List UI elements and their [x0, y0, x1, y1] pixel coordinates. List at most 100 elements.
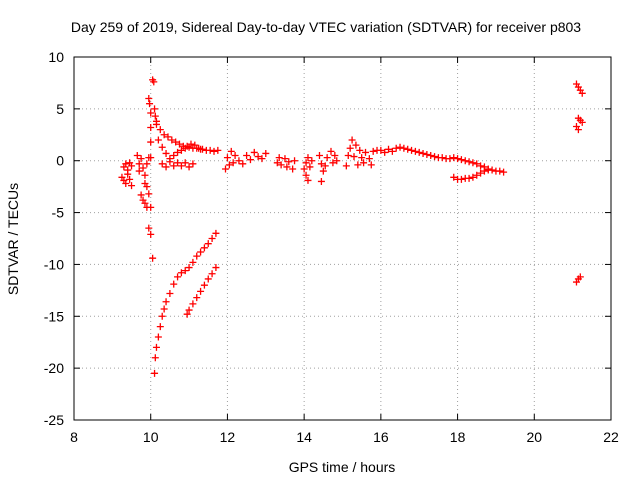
data-point-plus: [174, 148, 182, 156]
data-point-plus: [333, 157, 341, 165]
data-point-plus: [197, 145, 205, 153]
data-marks: [118, 76, 586, 377]
series-cluster-9.7: [133, 152, 153, 179]
data-point-plus: [197, 287, 205, 295]
data-point-plus: [147, 154, 155, 162]
data-point-plus: [348, 136, 356, 144]
data-point-plus: [145, 190, 153, 198]
data-point-plus: [289, 165, 297, 173]
data-point-plus: [158, 312, 166, 320]
data-point-plus: [317, 177, 325, 185]
data-point-plus: [358, 154, 366, 162]
data-point-plus: [404, 145, 412, 153]
x-tick-label: 8: [70, 429, 78, 445]
data-point-plus: [151, 105, 159, 113]
data-point-plus: [158, 160, 166, 168]
data-point-plus: [291, 157, 299, 165]
data-point-plus: [243, 152, 251, 160]
data-point-plus: [149, 254, 157, 262]
y-tick-label: -5: [52, 205, 65, 221]
series-lower-tail: [450, 166, 492, 183]
data-point-plus: [323, 154, 331, 162]
data-point-plus: [231, 152, 239, 160]
data-point-plus: [427, 152, 435, 160]
data-point-plus: [193, 252, 201, 260]
data-point-plus: [137, 155, 145, 163]
data-point-plus: [177, 146, 185, 154]
data-point-plus: [431, 153, 439, 161]
data-point-plus: [185, 306, 193, 314]
data-point-plus: [346, 144, 354, 152]
data-point-plus: [208, 235, 216, 242]
series-spike-10: [145, 76, 160, 162]
data-point-plus: [315, 152, 323, 160]
data-point-plus: [174, 273, 182, 281]
data-point-plus: [212, 229, 220, 237]
data-point-plus: [304, 176, 312, 184]
data-point-plus: [367, 161, 375, 169]
data-point-plus: [177, 269, 185, 277]
data-point-plus: [408, 146, 416, 154]
x-tick-label: 14: [296, 429, 312, 445]
y-tick-label: 5: [56, 101, 64, 117]
data-point-plus: [438, 154, 446, 162]
data-point-plus: [189, 160, 197, 168]
data-point-plus: [574, 126, 582, 134]
data-point-plus: [181, 267, 189, 275]
data-point-plus: [229, 159, 237, 167]
data-point-plus: [369, 147, 377, 155]
data-point-plus: [319, 167, 327, 175]
data-point-plus: [204, 240, 212, 248]
data-point-plus: [172, 138, 180, 146]
data-point-plus: [239, 160, 247, 168]
data-point-plus: [181, 144, 189, 152]
data-point-plus: [300, 165, 308, 173]
data-point-plus: [327, 147, 335, 155]
data-point-plus: [158, 143, 166, 151]
data-point-plus: [308, 157, 316, 165]
data-point-plus: [484, 166, 492, 174]
data-point-plus: [193, 294, 201, 302]
data-point-plus: [461, 157, 469, 165]
data-point-plus: [344, 152, 352, 160]
data-point-plus: [354, 161, 362, 169]
data-point-plus: [170, 162, 178, 170]
grid-layer: [74, 57, 611, 420]
series-band-14.5: [315, 147, 341, 185]
data-point-plus: [185, 163, 193, 171]
data-point-plus: [174, 159, 182, 167]
data-point-plus: [164, 133, 172, 141]
data-point-plus: [208, 270, 216, 278]
data-point-plus: [170, 152, 178, 160]
data-point-plus: [465, 174, 473, 182]
data-point-plus: [156, 323, 164, 331]
data-point-plus: [450, 154, 458, 162]
data-point-plus: [473, 160, 481, 168]
data-point-plus: [162, 163, 170, 171]
data-point-plus: [212, 264, 220, 272]
data-point-plus: [150, 78, 158, 86]
data-point-plus: [396, 143, 404, 151]
data-point-plus: [225, 161, 233, 169]
x-tick-label: 22: [603, 429, 619, 445]
series-band-13.5: [273, 154, 299, 173]
y-tick-label: -15: [44, 308, 64, 324]
data-point-plus: [147, 124, 155, 132]
data-point-plus: [183, 310, 191, 318]
data-point-plus: [356, 146, 364, 154]
data-point-plus: [162, 149, 170, 157]
data-point-plus: [193, 144, 201, 152]
y-tick-label: -10: [44, 256, 64, 272]
x-tick-label: 10: [143, 429, 159, 445]
data-point-plus: [457, 175, 465, 183]
data-point-plus: [126, 175, 134, 183]
series-upper-branch: [152, 120, 222, 155]
data-point-plus: [246, 156, 254, 164]
axis-ticks: 8 10 12 14 16 18 20 22 -25 -20 -15 -10 -5 0 5 10: [44, 49, 619, 445]
data-point-plus: [285, 158, 293, 166]
data-point-plus: [124, 170, 132, 178]
data-point-plus: [137, 191, 145, 199]
data-point-plus: [273, 159, 281, 167]
series-low-band-10: [158, 158, 197, 171]
data-point-plus: [135, 160, 143, 168]
